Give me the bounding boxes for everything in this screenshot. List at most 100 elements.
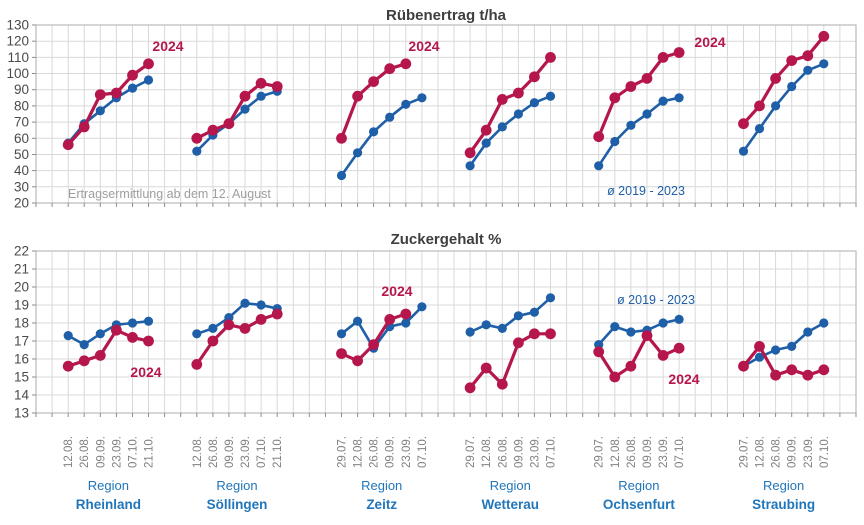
y-tick-label: 40 — [14, 163, 29, 178]
data-point — [240, 298, 250, 308]
data-point — [384, 314, 396, 325]
data-point — [770, 73, 781, 84]
data-point — [417, 93, 427, 103]
x-tick-label: 29.07. — [465, 436, 477, 468]
data-point — [641, 73, 653, 84]
data-point — [465, 327, 475, 337]
data-point — [353, 148, 363, 158]
data-point — [626, 120, 636, 130]
data-point — [127, 83, 138, 93]
y-tick-label: 16 — [14, 352, 29, 367]
data-point — [401, 318, 411, 328]
data-point — [336, 348, 347, 359]
data-point — [336, 329, 347, 339]
data-point — [480, 362, 492, 374]
data-point — [95, 329, 105, 339]
data-point — [513, 87, 524, 99]
region-label-prefix: Region — [88, 478, 129, 493]
x-tick-label: 12.08. — [63, 436, 75, 468]
data-point — [256, 300, 266, 310]
data-point — [803, 65, 813, 75]
x-tick-label: 29.07. — [594, 436, 606, 468]
region-label-name: Söllingen — [207, 497, 268, 512]
data-point — [787, 341, 797, 351]
x-tick-label: 07.10. — [256, 436, 268, 468]
data-point — [255, 314, 267, 325]
data-point — [224, 313, 234, 323]
region-label-prefix: Region — [490, 478, 531, 493]
data-point — [95, 106, 105, 116]
y-tick-label: 17 — [14, 334, 29, 349]
data-point — [529, 307, 540, 317]
data-point — [754, 352, 765, 362]
x-tick-label: 23.09. — [529, 436, 541, 468]
data-point — [802, 50, 814, 62]
region-label-prefix: Region — [763, 478, 804, 493]
data-point — [256, 91, 266, 101]
data-point — [513, 109, 524, 119]
x-tick-label: 23.09. — [240, 436, 252, 468]
data-point — [191, 132, 203, 144]
x-tick-label: 23.09. — [803, 436, 815, 468]
data-point — [674, 314, 684, 324]
region-label-prefix: Region — [216, 478, 257, 493]
data-point — [94, 89, 106, 100]
data-point — [481, 138, 491, 148]
data-point — [369, 127, 379, 137]
data-point — [770, 369, 781, 381]
data-point — [352, 355, 363, 367]
data-point — [417, 302, 427, 312]
data-point — [401, 99, 411, 109]
data-point — [208, 323, 218, 333]
y-tick-label: 100 — [6, 66, 29, 81]
x-tick-label: 12.08. — [353, 436, 365, 468]
data-point — [191, 359, 203, 370]
data-point — [738, 360, 749, 372]
data-point — [802, 369, 814, 381]
data-point — [255, 77, 267, 89]
data-point — [94, 350, 106, 361]
data-point — [593, 131, 605, 143]
data-point — [223, 319, 235, 331]
region-label-name: Zeitz — [366, 497, 397, 512]
data-point — [63, 331, 73, 341]
data-point — [529, 71, 540, 83]
data-point — [754, 100, 765, 112]
data-point — [481, 320, 491, 330]
data-point — [143, 335, 154, 347]
data-point — [818, 364, 830, 376]
x-tick-label: 23.09. — [401, 436, 413, 468]
x-tick-label: 07.10. — [674, 436, 686, 468]
y-tick-label: 50 — [14, 147, 29, 162]
data-point — [239, 323, 251, 334]
y-tick-label: 15 — [14, 370, 29, 385]
data-point — [223, 118, 235, 130]
data-point — [625, 360, 637, 372]
y-tick-label: 110 — [7, 50, 29, 65]
chart-title: Zuckergehalt % — [391, 231, 502, 248]
data-point — [497, 122, 507, 132]
chart-annotation: Ertragsermittlung ab dem 12. August — [68, 187, 271, 201]
series-line-2024 — [468, 332, 553, 390]
data-point — [127, 332, 138, 343]
data-point — [384, 63, 396, 75]
data-point — [545, 52, 556, 63]
y-tick-label: 70 — [14, 115, 29, 130]
x-tick-label: 09.09. — [385, 436, 397, 468]
x-tick-label: 09.09. — [95, 436, 107, 468]
y-tick-label: 13 — [14, 406, 29, 421]
series-label: 2024 — [668, 371, 699, 387]
y-tick-label: 120 — [6, 34, 29, 49]
x-tick-label: 26.08. — [208, 436, 220, 468]
region-label-name: Wetterau — [482, 497, 540, 512]
y-tick-label: 30 — [14, 179, 29, 194]
data-point — [786, 364, 798, 376]
x-tick-label: 29.07. — [337, 436, 349, 468]
data-point — [610, 136, 620, 147]
data-point — [271, 81, 283, 92]
data-point — [368, 76, 379, 87]
data-point — [819, 59, 829, 69]
data-point — [657, 52, 669, 63]
data-point — [609, 371, 621, 383]
